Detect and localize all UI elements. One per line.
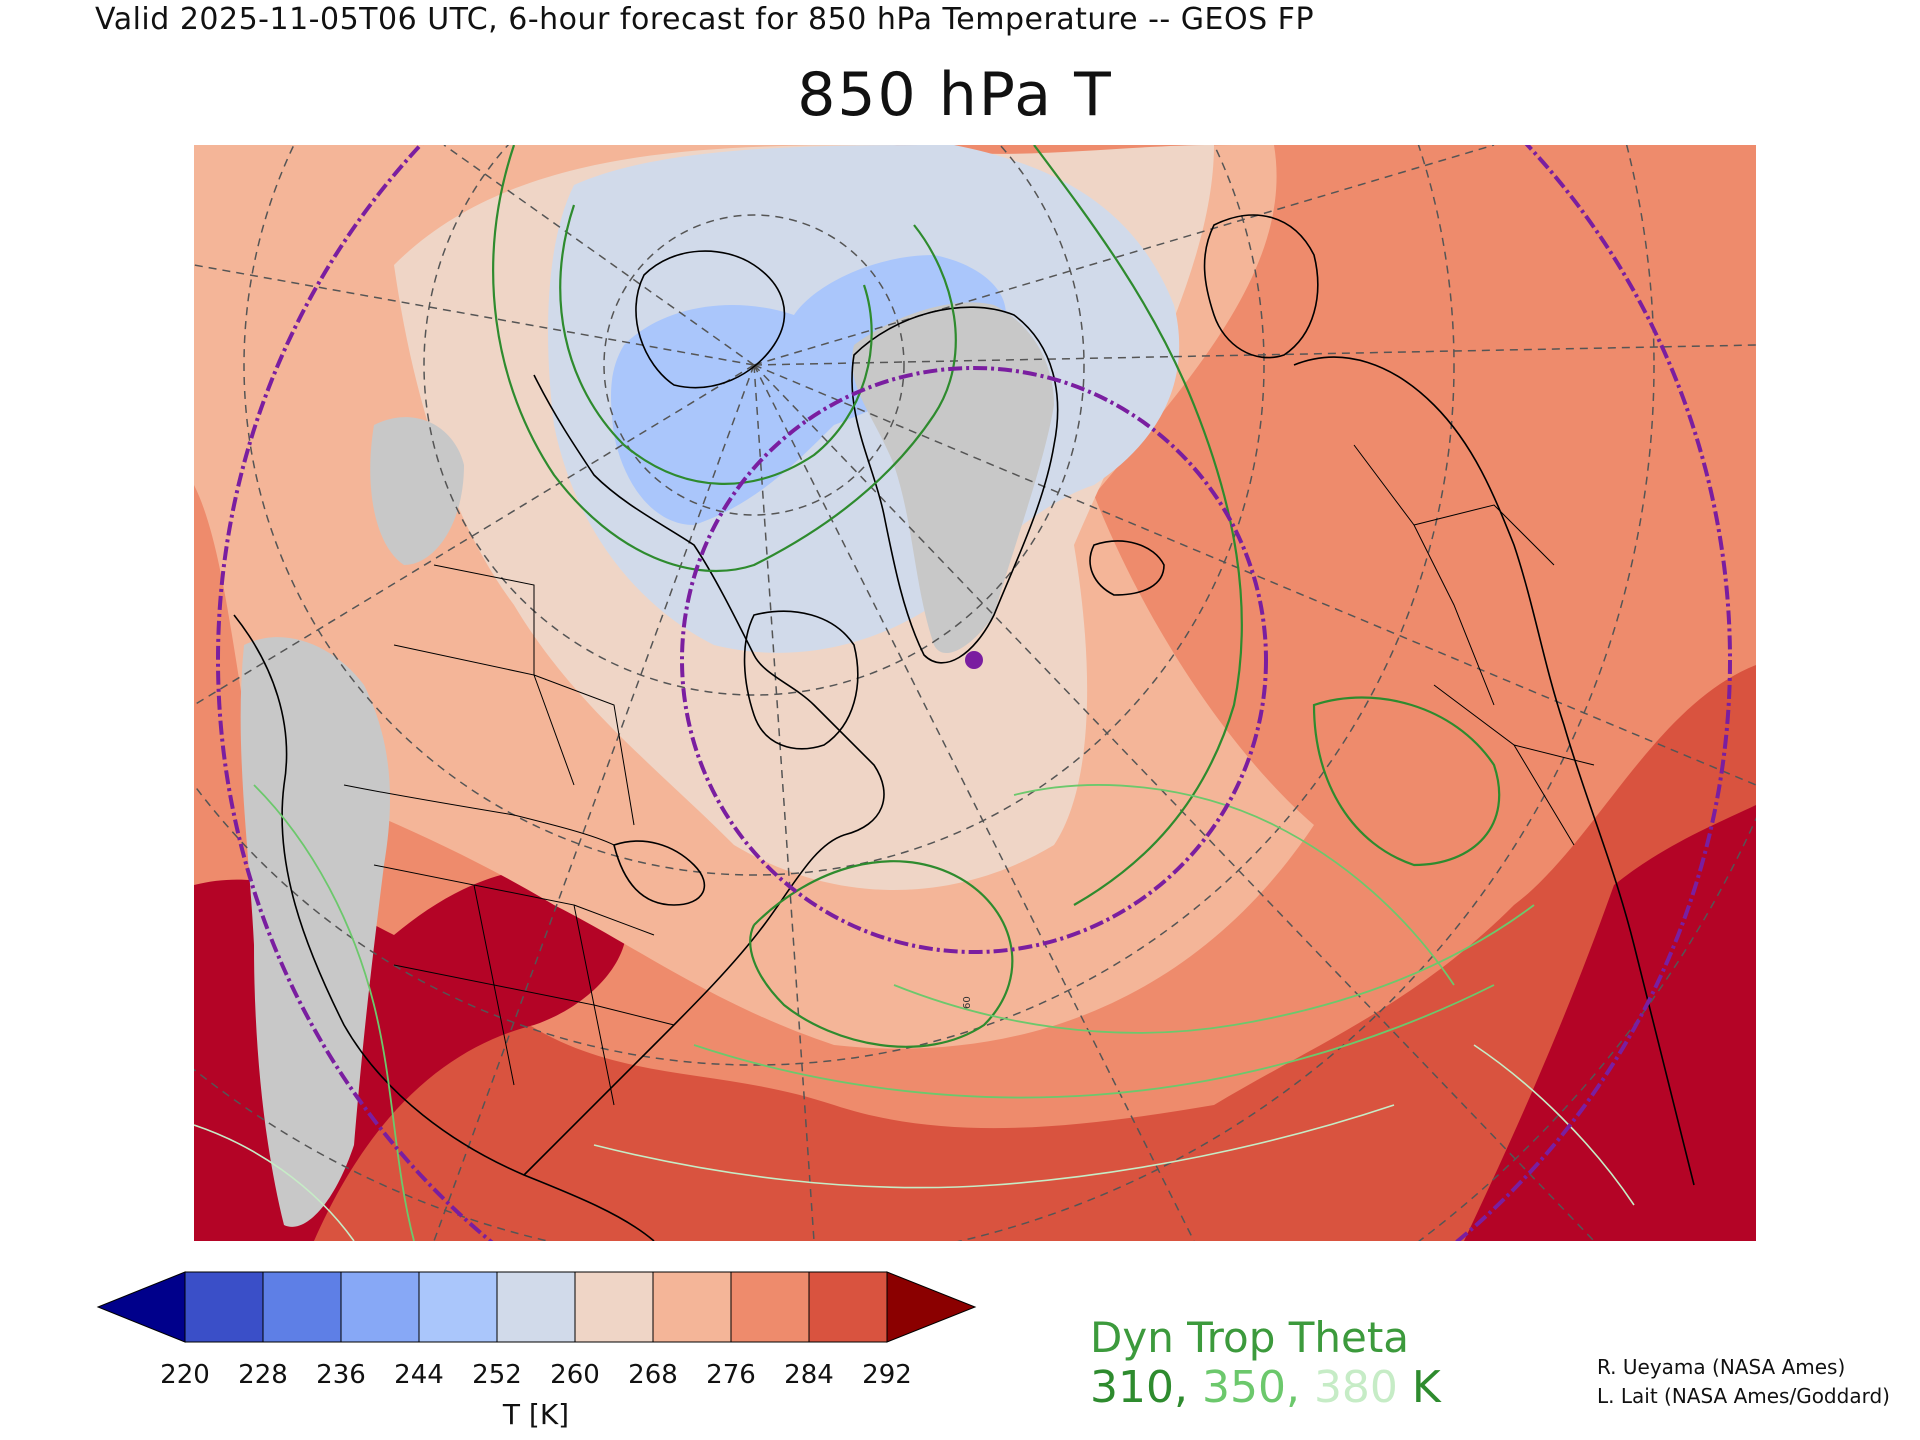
colorbar-unit-label: T [K] xyxy=(502,1398,570,1431)
contour-380-b xyxy=(593,1104,1395,1189)
colorbar-tick-284: 284 xyxy=(784,1360,834,1390)
coast-iceland xyxy=(1089,540,1165,596)
inner-distance-circle xyxy=(680,366,1268,954)
colorbar-over-arrow xyxy=(886,1271,977,1343)
contour-380-c xyxy=(1473,1044,1635,1206)
border-canada-us xyxy=(343,784,615,846)
outer-distance-circle xyxy=(216,145,1732,1241)
legend-title: Dyn Trop Theta xyxy=(1090,1313,1410,1362)
lat-circle-50 xyxy=(194,145,1455,1066)
colorbar-swatch-228 xyxy=(262,1271,342,1343)
colorbar-tick-292: 292 xyxy=(862,1360,912,1390)
border-canada-provinces xyxy=(393,564,635,826)
temperature-map: 60 xyxy=(194,145,1756,1241)
colorbar-tick-244: 244 xyxy=(394,1360,444,1390)
border-europe-b xyxy=(1433,684,1595,846)
colorbar-swatch-252 xyxy=(496,1271,576,1343)
contour-310-b xyxy=(559,204,873,485)
colorbar-swatch-244 xyxy=(418,1271,498,1343)
credit-line-2: L. Lait (NASA Ames/Goddard) xyxy=(1597,1384,1890,1408)
graticule xyxy=(194,145,1756,1241)
meridian-c xyxy=(753,364,815,1241)
colorbar-tick-268: 268 xyxy=(628,1360,678,1390)
meridian-h xyxy=(753,145,1495,366)
legend-level-310: 310, xyxy=(1090,1362,1188,1413)
contour-350-a xyxy=(253,784,415,1241)
coast-scandinavia xyxy=(1203,214,1319,359)
meridian-a xyxy=(194,364,755,706)
border-states-b xyxy=(393,964,675,1106)
contour-380-a xyxy=(194,1124,355,1241)
borders xyxy=(343,444,1595,1106)
colorbar-swatch-236 xyxy=(340,1271,420,1343)
contour-310-e xyxy=(1312,696,1501,867)
contour-310-d xyxy=(1033,145,1243,906)
distance-circles xyxy=(216,145,1732,1241)
missing-alaska xyxy=(370,417,464,565)
contours-350 xyxy=(253,784,1535,1241)
coastlines xyxy=(233,214,1695,1241)
lat-circle-70 xyxy=(423,145,1085,696)
meridian-d xyxy=(753,364,1195,1241)
coast-arctic-islands xyxy=(635,250,786,389)
colorbar-swatch-276 xyxy=(730,1271,810,1343)
band-over-east xyxy=(1464,805,1756,1241)
contour-350-d xyxy=(1013,784,1455,986)
contours-380 xyxy=(194,1044,1635,1241)
border-states-a xyxy=(373,864,655,1006)
colorbar-tick-228: 228 xyxy=(238,1360,288,1390)
legend-levels: 310, 350, 380 K xyxy=(1090,1362,1441,1413)
colorbar-tick-220: 220 xyxy=(160,1360,210,1390)
colorbar-swatch-268 xyxy=(652,1271,732,1343)
map-title: 850 hPa T xyxy=(0,60,1920,130)
contour-310-c xyxy=(749,860,1014,1048)
meridian-b xyxy=(433,364,755,1241)
coast-greenland xyxy=(851,306,1059,664)
lat-circle-40 xyxy=(194,145,1655,1241)
map-title-text: 850 hPa T xyxy=(797,60,1113,130)
meridian-e xyxy=(753,364,1595,1241)
colorbar-swatch-260 xyxy=(574,1271,654,1343)
coast-north-america xyxy=(233,374,885,1241)
colorbar-tick-260: 260 xyxy=(550,1360,600,1390)
colorbar-tick-276: 276 xyxy=(706,1360,756,1390)
colorbar-tick-252: 252 xyxy=(472,1360,522,1390)
legend-unit: K xyxy=(1411,1362,1441,1413)
legend-level-350: 350, xyxy=(1201,1362,1300,1413)
band-292-south xyxy=(194,665,1756,1241)
missing-rockies xyxy=(240,637,390,1227)
meridian-j xyxy=(194,264,755,366)
credit-line-1: R. Ueyama (NASA Ames) xyxy=(1597,1355,1846,1379)
colorbar-under-arrow xyxy=(96,1271,186,1343)
contour-350-b xyxy=(893,904,1535,1034)
map-svg: 60 xyxy=(194,145,1756,1241)
colorbar-tick-236: 236 xyxy=(316,1360,366,1390)
valid-time-header: Valid 2025-11-05T06 UTC, 6-hour forecast… xyxy=(95,2,1315,37)
lat-circle-80 xyxy=(603,214,905,516)
colorbar-swatch-284 xyxy=(808,1271,888,1343)
legend-level-380: 380 xyxy=(1313,1362,1398,1413)
coast-great-lakes xyxy=(613,840,706,906)
lat-circle-60 xyxy=(243,145,1265,876)
missing-greenland xyxy=(852,302,1054,654)
contour-350-c xyxy=(693,984,1495,1099)
center-marker xyxy=(965,651,983,669)
meridian-i xyxy=(443,145,755,366)
border-europe-a xyxy=(1353,444,1555,706)
coast-hudson-bay xyxy=(743,610,859,750)
coast-europe xyxy=(1293,356,1695,1186)
colorbar-swatch-220 xyxy=(184,1271,264,1343)
meridian-label-60: 60 xyxy=(962,996,973,1009)
